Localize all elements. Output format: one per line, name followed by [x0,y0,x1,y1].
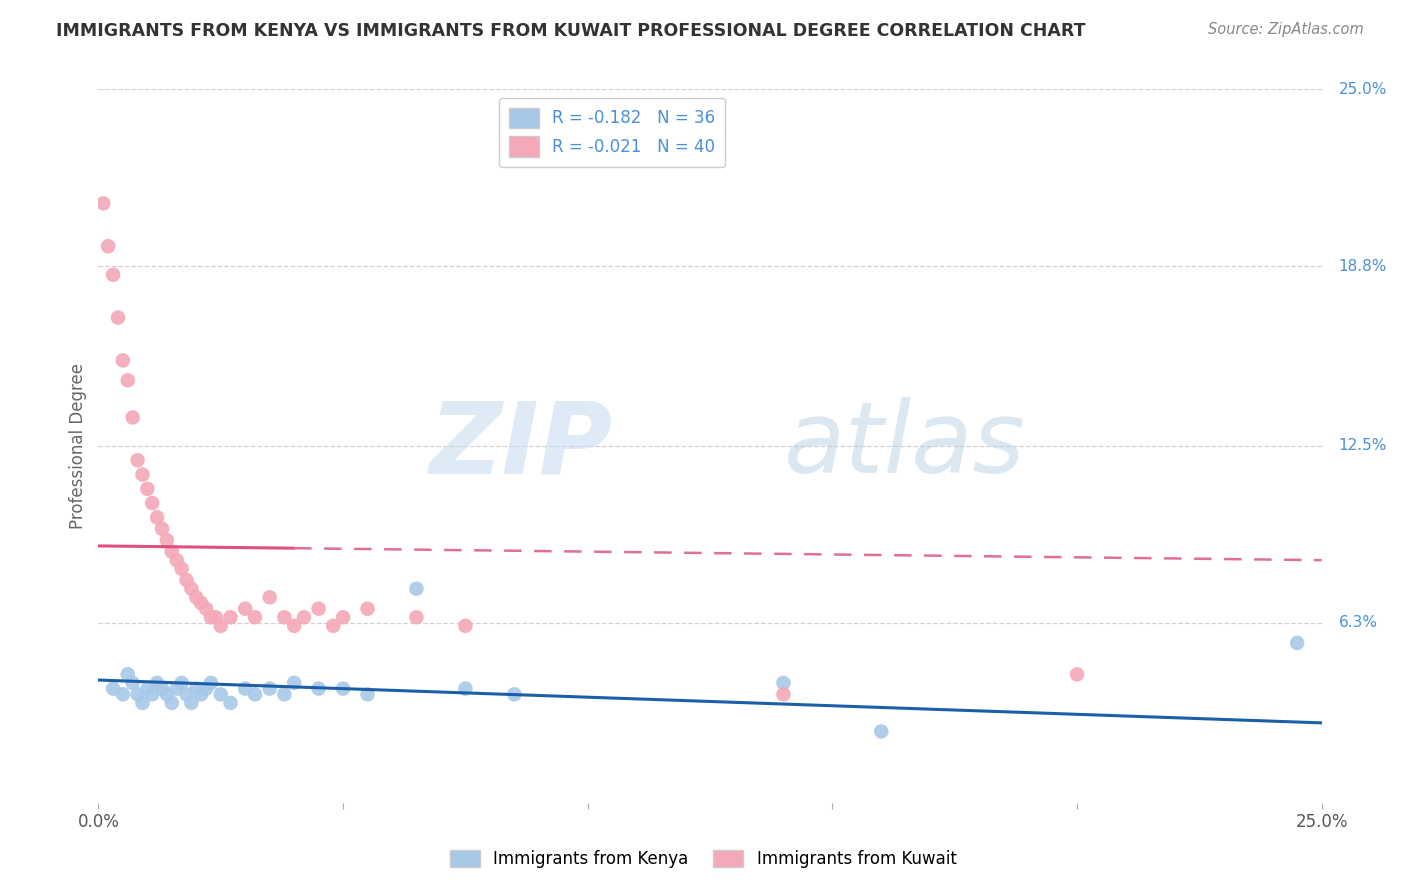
Point [117,373,139,387]
Point [91,196,114,211]
Text: 12.5%: 12.5% [1339,439,1386,453]
Point [356,687,378,701]
Point [170,676,193,690]
Point [131,467,153,482]
Point [180,582,202,596]
Point [195,601,218,615]
Point [146,510,169,524]
Point [141,496,163,510]
Point [503,687,526,701]
Point [219,696,242,710]
Text: Source: ZipAtlas.com: Source: ZipAtlas.com [1208,22,1364,37]
Point [454,619,477,633]
Point [283,619,305,633]
Point [190,687,212,701]
Point [136,681,159,696]
Point [772,676,794,690]
Point [141,687,163,701]
Point [180,696,202,710]
Point [233,601,256,615]
Point [117,667,139,681]
Point [176,573,198,587]
Point [205,610,228,624]
Point [146,676,169,690]
Point [160,544,183,558]
Point [209,619,232,633]
Point [200,676,222,690]
Point [166,553,188,567]
Point [97,239,120,253]
Point [186,591,208,605]
Point [101,268,124,282]
Point [332,681,354,696]
Point [127,687,149,701]
Point [111,687,134,701]
Text: 18.8%: 18.8% [1339,259,1386,274]
Point [273,610,295,624]
Point [160,696,183,710]
Point [405,610,427,624]
Point [101,681,124,696]
Text: atlas: atlas [783,398,1025,494]
Point [121,410,143,425]
Point [405,582,427,596]
Point [308,601,330,615]
Point [107,310,129,325]
Point [243,610,266,624]
Legend: R = -0.182   N = 36, R = -0.021   N = 40: R = -0.182 N = 36, R = -0.021 N = 40 [499,97,725,167]
Point [1286,636,1309,650]
Point [209,687,232,701]
Point [170,562,193,576]
Point [190,596,212,610]
Point [127,453,149,467]
Point [772,687,794,701]
Text: 6.3%: 6.3% [1339,615,1378,631]
Point [259,681,281,696]
Point [322,619,344,633]
Point [166,681,188,696]
Point [356,601,378,615]
Point [111,353,134,368]
Point [332,610,354,624]
Point [156,533,179,548]
Point [292,610,315,624]
Point [243,687,266,701]
Point [870,724,893,739]
Point [150,522,173,536]
Point [195,681,218,696]
Point [150,681,173,696]
Point [1066,667,1088,681]
Point [219,610,242,624]
Text: IMMIGRANTS FROM KENYA VS IMMIGRANTS FROM KUWAIT PROFESSIONAL DEGREE CORRELATION : IMMIGRANTS FROM KENYA VS IMMIGRANTS FROM… [56,22,1085,40]
Text: ZIP: ZIP [429,398,612,494]
Point [156,687,179,701]
Y-axis label: Professional Degree: Professional Degree [69,363,87,529]
Point [259,591,281,605]
Point [136,482,159,496]
Point [273,687,295,701]
Point [121,676,143,690]
Point [186,681,208,696]
Point [233,681,256,696]
Legend: Immigrants from Kenya, Immigrants from Kuwait: Immigrants from Kenya, Immigrants from K… [443,843,963,875]
Point [131,696,153,710]
Point [283,676,305,690]
Point [308,681,330,696]
Point [454,681,477,696]
Point [200,610,222,624]
Text: 25.0%: 25.0% [1339,82,1386,96]
Point [176,687,198,701]
